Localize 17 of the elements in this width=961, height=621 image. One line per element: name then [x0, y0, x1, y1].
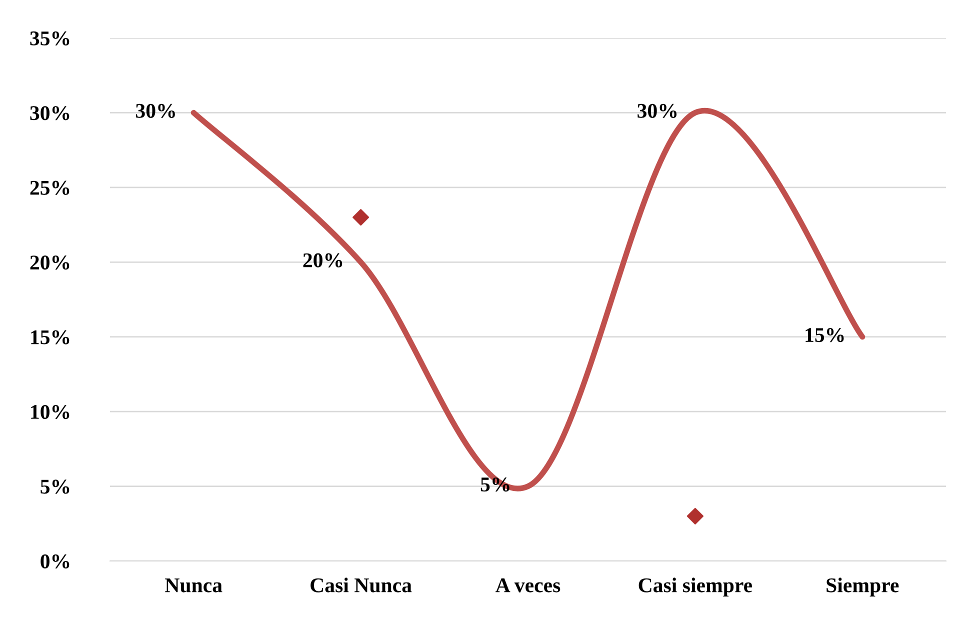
data-label: 20% — [303, 253, 342, 268]
x-tick-label: Casi siempre — [638, 578, 752, 597]
data-label: 30% — [638, 104, 677, 118]
data-label: 15% — [806, 328, 844, 342]
y-tick-label: 0% — [40, 554, 70, 568]
y-tick-label: 15% — [31, 330, 70, 344]
x-tick-label: Siempre — [826, 578, 899, 597]
y-tick-label: 30% — [30, 106, 70, 120]
x-tick-label: A veces — [496, 578, 560, 592]
y-tick-label: 35% — [30, 31, 70, 46]
x-tick-label: Nunca — [165, 578, 222, 592]
y-tick-label: 20% — [30, 256, 70, 270]
x-tick-label: Casi Nunca — [310, 578, 412, 592]
y-tick-label: 10% — [31, 404, 70, 420]
y-tick-label: 5% — [40, 480, 70, 494]
y-tick-label: 25% — [30, 180, 70, 195]
data-label: 30% — [136, 104, 175, 118]
